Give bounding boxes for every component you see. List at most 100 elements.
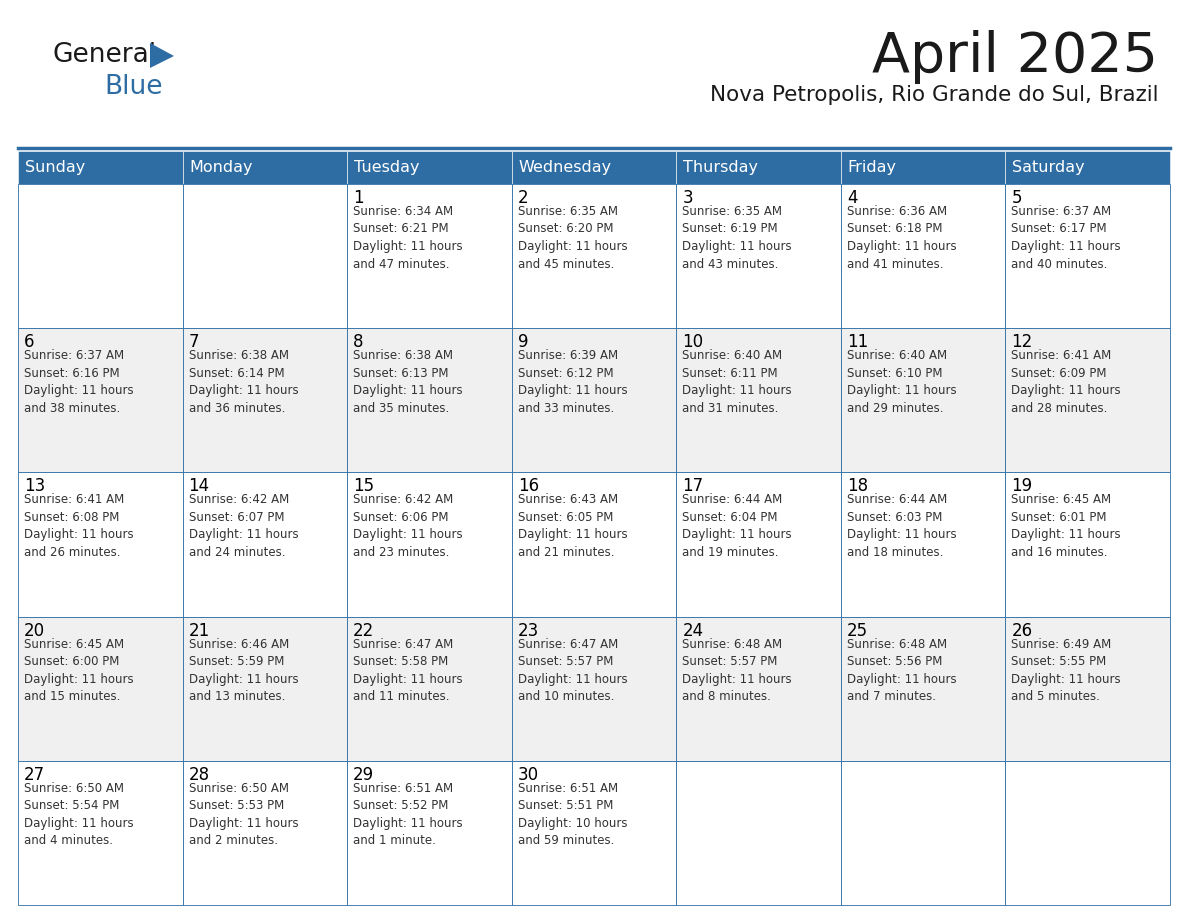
Text: Sunrise: 6:37 AM
Sunset: 6:17 PM
Daylight: 11 hours
and 40 minutes.: Sunrise: 6:37 AM Sunset: 6:17 PM Dayligh… xyxy=(1011,205,1121,271)
Text: Tuesday: Tuesday xyxy=(354,160,419,175)
Bar xyxy=(347,184,512,329)
Bar xyxy=(183,617,347,761)
Text: Sunrise: 6:51 AM
Sunset: 5:51 PM
Daylight: 10 hours
and 59 minutes.: Sunrise: 6:51 AM Sunset: 5:51 PM Dayligh… xyxy=(518,782,627,847)
Bar xyxy=(347,617,512,761)
Text: 22: 22 xyxy=(353,621,374,640)
Text: Sunrise: 6:41 AM
Sunset: 6:09 PM
Daylight: 11 hours
and 28 minutes.: Sunrise: 6:41 AM Sunset: 6:09 PM Dayligh… xyxy=(1011,349,1121,415)
Text: General: General xyxy=(52,42,156,68)
Bar xyxy=(183,329,347,473)
Text: Wednesday: Wednesday xyxy=(519,160,612,175)
Bar xyxy=(676,617,841,761)
Text: Sunrise: 6:47 AM
Sunset: 5:57 PM
Daylight: 11 hours
and 10 minutes.: Sunrise: 6:47 AM Sunset: 5:57 PM Dayligh… xyxy=(518,638,627,703)
Bar xyxy=(676,151,841,184)
Polygon shape xyxy=(150,43,173,68)
Text: Sunrise: 6:46 AM
Sunset: 5:59 PM
Daylight: 11 hours
and 13 minutes.: Sunrise: 6:46 AM Sunset: 5:59 PM Dayligh… xyxy=(189,638,298,703)
Text: Sunrise: 6:36 AM
Sunset: 6:18 PM
Daylight: 11 hours
and 41 minutes.: Sunrise: 6:36 AM Sunset: 6:18 PM Dayligh… xyxy=(847,205,956,271)
Bar xyxy=(512,473,676,617)
Text: Sunday: Sunday xyxy=(25,160,86,175)
Bar xyxy=(18,184,183,329)
Text: 23: 23 xyxy=(518,621,539,640)
Text: 30: 30 xyxy=(518,766,539,784)
Bar xyxy=(1005,329,1170,473)
Text: 8: 8 xyxy=(353,333,364,352)
Bar xyxy=(841,151,1005,184)
Text: Sunrise: 6:38 AM
Sunset: 6:14 PM
Daylight: 11 hours
and 36 minutes.: Sunrise: 6:38 AM Sunset: 6:14 PM Dayligh… xyxy=(189,349,298,415)
Text: 19: 19 xyxy=(1011,477,1032,496)
Bar xyxy=(1005,151,1170,184)
Text: 14: 14 xyxy=(189,477,210,496)
Bar xyxy=(18,329,183,473)
Text: 28: 28 xyxy=(189,766,210,784)
Bar xyxy=(841,184,1005,329)
Bar xyxy=(1005,473,1170,617)
Text: Nova Petropolis, Rio Grande do Sul, Brazil: Nova Petropolis, Rio Grande do Sul, Braz… xyxy=(709,85,1158,105)
Text: Sunrise: 6:39 AM
Sunset: 6:12 PM
Daylight: 11 hours
and 33 minutes.: Sunrise: 6:39 AM Sunset: 6:12 PM Dayligh… xyxy=(518,349,627,415)
Text: Saturday: Saturday xyxy=(1012,160,1085,175)
Text: 26: 26 xyxy=(1011,621,1032,640)
Bar xyxy=(841,617,1005,761)
Text: Sunrise: 6:34 AM
Sunset: 6:21 PM
Daylight: 11 hours
and 47 minutes.: Sunrise: 6:34 AM Sunset: 6:21 PM Dayligh… xyxy=(353,205,463,271)
Text: 13: 13 xyxy=(24,477,45,496)
Bar xyxy=(18,617,183,761)
Bar xyxy=(512,184,676,329)
Text: 7: 7 xyxy=(189,333,200,352)
Bar xyxy=(1005,617,1170,761)
Text: Sunrise: 6:37 AM
Sunset: 6:16 PM
Daylight: 11 hours
and 38 minutes.: Sunrise: 6:37 AM Sunset: 6:16 PM Dayligh… xyxy=(24,349,133,415)
Text: Friday: Friday xyxy=(848,160,897,175)
Text: 16: 16 xyxy=(518,477,539,496)
Text: 4: 4 xyxy=(847,189,858,207)
Text: 3: 3 xyxy=(682,189,693,207)
Bar xyxy=(841,329,1005,473)
Text: Sunrise: 6:40 AM
Sunset: 6:10 PM
Daylight: 11 hours
and 29 minutes.: Sunrise: 6:40 AM Sunset: 6:10 PM Dayligh… xyxy=(847,349,956,415)
Text: 9: 9 xyxy=(518,333,529,352)
Text: Sunrise: 6:51 AM
Sunset: 5:52 PM
Daylight: 11 hours
and 1 minute.: Sunrise: 6:51 AM Sunset: 5:52 PM Dayligh… xyxy=(353,782,463,847)
Text: 2: 2 xyxy=(518,189,529,207)
Text: 21: 21 xyxy=(189,621,210,640)
Text: Sunrise: 6:42 AM
Sunset: 6:06 PM
Daylight: 11 hours
and 23 minutes.: Sunrise: 6:42 AM Sunset: 6:06 PM Dayligh… xyxy=(353,493,463,559)
Bar xyxy=(512,151,676,184)
Text: Sunrise: 6:44 AM
Sunset: 6:03 PM
Daylight: 11 hours
and 18 minutes.: Sunrise: 6:44 AM Sunset: 6:03 PM Dayligh… xyxy=(847,493,956,559)
Bar xyxy=(347,151,512,184)
Text: April 2025: April 2025 xyxy=(872,30,1158,84)
Text: Sunrise: 6:50 AM
Sunset: 5:54 PM
Daylight: 11 hours
and 4 minutes.: Sunrise: 6:50 AM Sunset: 5:54 PM Dayligh… xyxy=(24,782,133,847)
Text: 6: 6 xyxy=(24,333,34,352)
Bar xyxy=(512,761,676,905)
Text: 25: 25 xyxy=(847,621,868,640)
Text: Sunrise: 6:45 AM
Sunset: 6:01 PM
Daylight: 11 hours
and 16 minutes.: Sunrise: 6:45 AM Sunset: 6:01 PM Dayligh… xyxy=(1011,493,1121,559)
Text: Sunrise: 6:50 AM
Sunset: 5:53 PM
Daylight: 11 hours
and 2 minutes.: Sunrise: 6:50 AM Sunset: 5:53 PM Dayligh… xyxy=(189,782,298,847)
Text: 20: 20 xyxy=(24,621,45,640)
Text: 24: 24 xyxy=(682,621,703,640)
Text: 10: 10 xyxy=(682,333,703,352)
Text: Sunrise: 6:48 AM
Sunset: 5:57 PM
Daylight: 11 hours
and 8 minutes.: Sunrise: 6:48 AM Sunset: 5:57 PM Dayligh… xyxy=(682,638,792,703)
Text: Sunrise: 6:42 AM
Sunset: 6:07 PM
Daylight: 11 hours
and 24 minutes.: Sunrise: 6:42 AM Sunset: 6:07 PM Dayligh… xyxy=(189,493,298,559)
Bar xyxy=(18,151,183,184)
Bar xyxy=(18,761,183,905)
Bar xyxy=(347,329,512,473)
Text: Monday: Monday xyxy=(190,160,253,175)
Bar xyxy=(676,184,841,329)
Bar xyxy=(183,184,347,329)
Text: Thursday: Thursday xyxy=(683,160,758,175)
Text: Sunrise: 6:40 AM
Sunset: 6:11 PM
Daylight: 11 hours
and 31 minutes.: Sunrise: 6:40 AM Sunset: 6:11 PM Dayligh… xyxy=(682,349,792,415)
Bar xyxy=(183,473,347,617)
Text: 18: 18 xyxy=(847,477,868,496)
Text: Sunrise: 6:35 AM
Sunset: 6:20 PM
Daylight: 11 hours
and 45 minutes.: Sunrise: 6:35 AM Sunset: 6:20 PM Dayligh… xyxy=(518,205,627,271)
Bar xyxy=(512,617,676,761)
Text: 1: 1 xyxy=(353,189,364,207)
Text: 5: 5 xyxy=(1011,189,1022,207)
Bar xyxy=(183,761,347,905)
Text: Sunrise: 6:43 AM
Sunset: 6:05 PM
Daylight: 11 hours
and 21 minutes.: Sunrise: 6:43 AM Sunset: 6:05 PM Dayligh… xyxy=(518,493,627,559)
Bar xyxy=(183,151,347,184)
Bar xyxy=(676,761,841,905)
Text: Sunrise: 6:41 AM
Sunset: 6:08 PM
Daylight: 11 hours
and 26 minutes.: Sunrise: 6:41 AM Sunset: 6:08 PM Dayligh… xyxy=(24,493,133,559)
Text: 29: 29 xyxy=(353,766,374,784)
Bar xyxy=(841,473,1005,617)
Text: 11: 11 xyxy=(847,333,868,352)
Bar xyxy=(676,329,841,473)
Bar xyxy=(347,473,512,617)
Text: Blue: Blue xyxy=(105,74,163,100)
Text: 12: 12 xyxy=(1011,333,1032,352)
Text: Sunrise: 6:49 AM
Sunset: 5:55 PM
Daylight: 11 hours
and 5 minutes.: Sunrise: 6:49 AM Sunset: 5:55 PM Dayligh… xyxy=(1011,638,1121,703)
Bar xyxy=(1005,184,1170,329)
Text: Sunrise: 6:44 AM
Sunset: 6:04 PM
Daylight: 11 hours
and 19 minutes.: Sunrise: 6:44 AM Sunset: 6:04 PM Dayligh… xyxy=(682,493,792,559)
